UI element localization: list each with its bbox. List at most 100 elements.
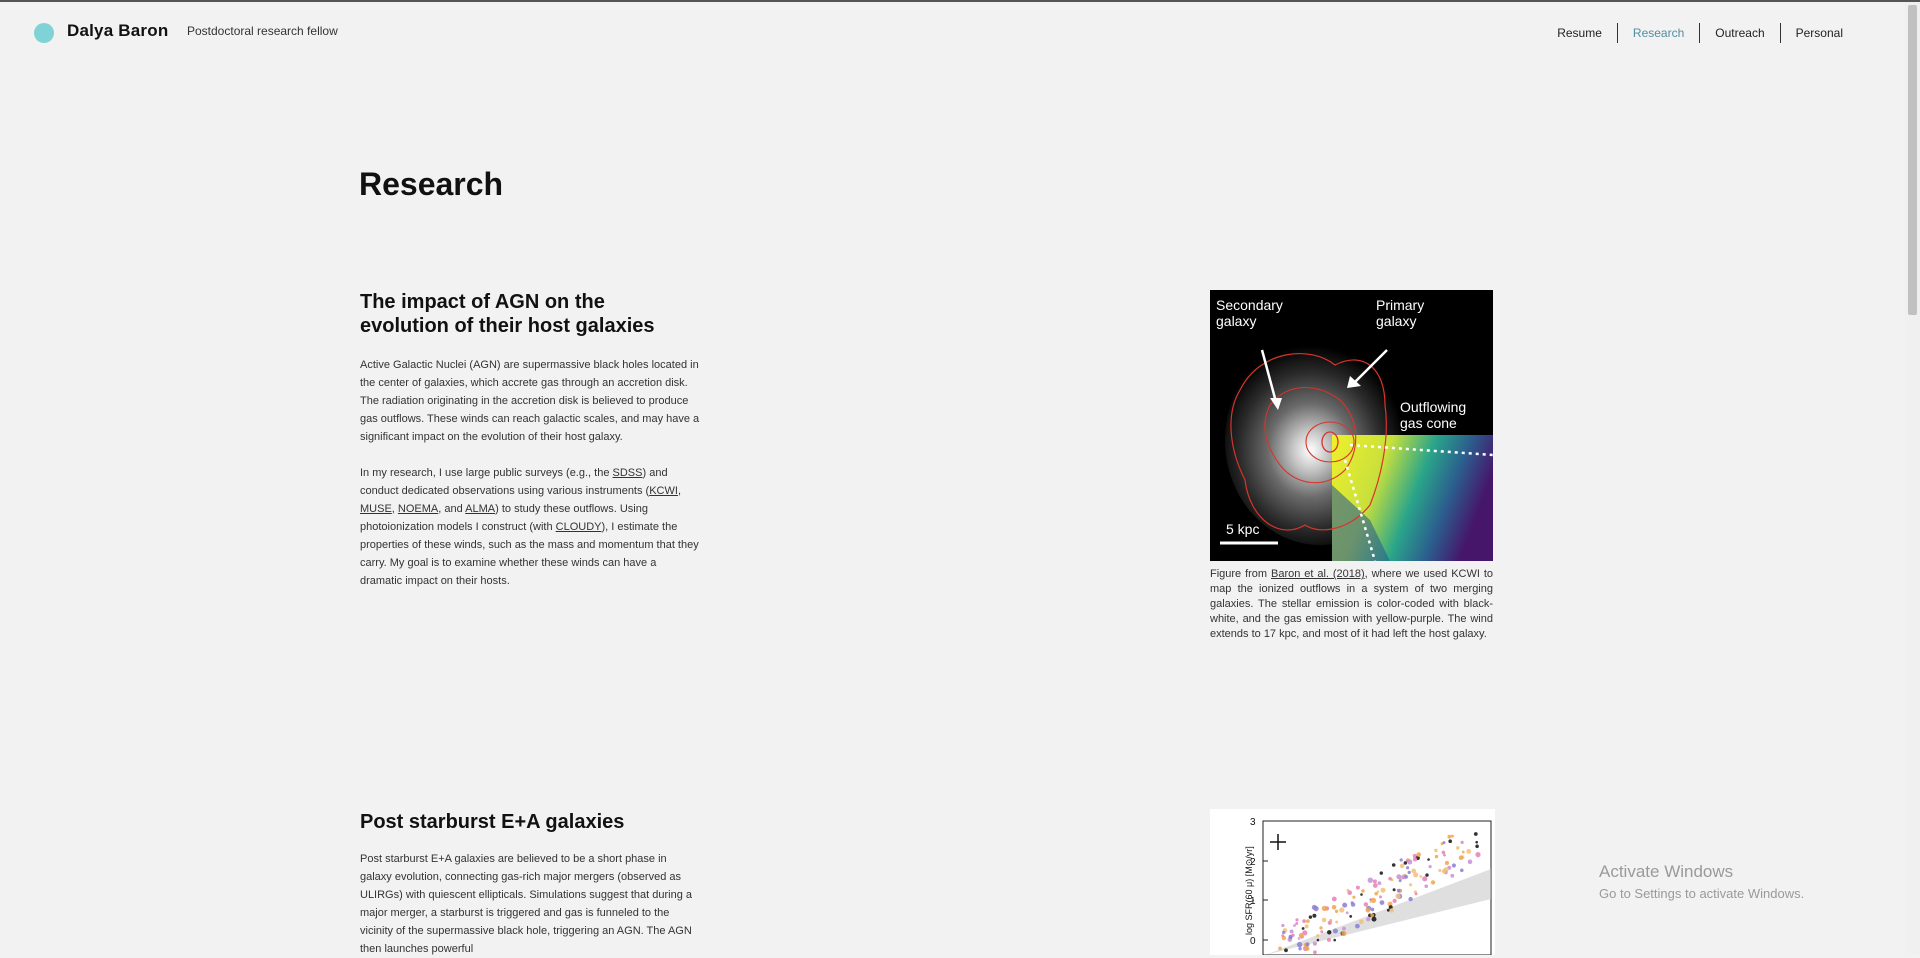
scatter-point bbox=[1334, 909, 1339, 913]
scatter-point bbox=[1374, 891, 1378, 896]
scatter-point bbox=[1298, 932, 1304, 938]
section-agn: The impact of AGN on the evolution of th… bbox=[360, 290, 700, 590]
scatter-point bbox=[1380, 887, 1386, 893]
link-alma[interactable]: ALMA bbox=[465, 503, 496, 515]
link-baron-2018[interactable]: Baron et al. (2018) bbox=[1271, 568, 1365, 580]
link-sdss[interactable]: SDSS bbox=[612, 467, 643, 479]
scatter-points bbox=[1278, 832, 1481, 955]
main-nav: Resume Research Outreach Personal bbox=[1542, 23, 1858, 43]
site-header: Dalya Baron Postdoctoral research fellow… bbox=[0, 2, 1905, 60]
nav-divider bbox=[1616, 23, 1618, 43]
scatter-point bbox=[1313, 950, 1317, 955]
scrollbar-thumb[interactable] bbox=[1908, 5, 1917, 315]
nav-research[interactable]: Research bbox=[1632, 26, 1685, 40]
paragraph-text: ) to study these outflows. Using photoio… bbox=[360, 503, 648, 533]
scatter-point bbox=[1363, 902, 1369, 907]
scatter-point bbox=[1281, 934, 1285, 938]
windows-activation-watermark: Activate Windows Go to Settings to activ… bbox=[1599, 862, 1804, 901]
scatter-point bbox=[1448, 839, 1452, 843]
scatter-point bbox=[1320, 930, 1324, 934]
scatter-point bbox=[1399, 863, 1405, 869]
scatter-point bbox=[1366, 917, 1371, 922]
scatter-point bbox=[1296, 941, 1303, 948]
section-agn-title: The impact of AGN on the evolution of th… bbox=[360, 290, 700, 338]
scatter-point bbox=[1475, 852, 1481, 858]
section-agn-paragraph-1: Active Galactic Nuclei (AGN) are superma… bbox=[360, 359, 700, 443]
scatter-point bbox=[1288, 934, 1293, 939]
figure-caption: Figure from Baron et al. (2018), where w… bbox=[1210, 567, 1493, 642]
link-muse[interactable]: MUSE bbox=[360, 503, 392, 515]
scatter-point bbox=[1327, 930, 1332, 935]
scatter-point bbox=[1312, 913, 1317, 918]
scatter-point bbox=[1361, 889, 1365, 893]
label-outflow-1: Outflowing bbox=[1400, 399, 1466, 415]
scatter-point bbox=[1305, 946, 1310, 951]
nav-personal[interactable]: Personal bbox=[1795, 26, 1843, 40]
scatter-point bbox=[1347, 890, 1352, 895]
scatter-point bbox=[1345, 911, 1349, 915]
scatter-point bbox=[1371, 916, 1377, 922]
scatter-point bbox=[1416, 852, 1421, 857]
scatter-point bbox=[1441, 868, 1447, 874]
page-scrollbar[interactable] bbox=[1905, 2, 1920, 955]
scatter-point bbox=[1360, 893, 1363, 896]
scatter-point bbox=[1441, 850, 1446, 855]
scatter-point bbox=[1458, 855, 1464, 860]
scatter-point bbox=[1473, 832, 1478, 836]
scatter-point bbox=[1321, 905, 1328, 912]
scatter-point bbox=[1450, 834, 1454, 838]
sfr-scatter-image: log SFR(60 μ) [M⊙/yr] 3 2 1 0 bbox=[1210, 809, 1495, 955]
scatter-point bbox=[1332, 928, 1338, 934]
scatter-point bbox=[1377, 881, 1382, 886]
scatter-point bbox=[1331, 905, 1337, 910]
scatter-point bbox=[1428, 865, 1432, 869]
scatter-point bbox=[1438, 868, 1442, 873]
scatter-point bbox=[1425, 873, 1429, 877]
scatter-point bbox=[1311, 904, 1317, 910]
section-agn-paragraph-2: In my research, I use large public surve… bbox=[360, 464, 700, 590]
scatter-point bbox=[1376, 890, 1380, 893]
scatter-point bbox=[1456, 846, 1460, 850]
scatter-point bbox=[1281, 923, 1285, 928]
nav-outreach[interactable]: Outreach bbox=[1715, 26, 1765, 40]
label-secondary-2: galaxy bbox=[1216, 313, 1256, 329]
scatter-point bbox=[1419, 875, 1423, 878]
scatter-point bbox=[1301, 927, 1305, 930]
scatter-point bbox=[1411, 868, 1417, 874]
scatter-point bbox=[1442, 841, 1446, 845]
page-title: Research bbox=[359, 166, 504, 202]
scatter-point bbox=[1321, 917, 1327, 923]
caption-text: , where we used KCWI to map the ionized … bbox=[1210, 568, 1493, 640]
link-kcwi[interactable]: KCWI bbox=[649, 485, 678, 497]
scatter-point bbox=[1399, 858, 1403, 862]
paragraph-text: ), I estimate the properties of these wi… bbox=[360, 521, 699, 587]
section-agn-title-line1: The impact of AGN on the bbox=[360, 291, 605, 313]
scatter-point bbox=[1355, 885, 1360, 890]
link-noema[interactable]: NOEMA bbox=[397, 503, 439, 515]
scatter-point bbox=[1304, 924, 1309, 929]
kcwi-outflow-image: Secondary galaxy Primary galaxy Outflowi… bbox=[1210, 290, 1493, 561]
y-tick-label: 1 bbox=[1250, 896, 1256, 907]
scatter-point bbox=[1350, 902, 1356, 907]
watermark-subtitle: Go to Settings to activate Windows. bbox=[1599, 886, 1805, 901]
paragraph-text: ) and conduct dedicated observations usi… bbox=[360, 467, 668, 497]
scatter-point bbox=[1379, 895, 1382, 899]
scatter-point bbox=[1295, 918, 1299, 922]
link-cloudy[interactable]: CLOUDY bbox=[555, 521, 602, 533]
relation-band bbox=[1265, 869, 1491, 955]
section-post-starburst-title: Post starburst E+A galaxies bbox=[360, 811, 625, 833]
nav-resume[interactable]: Resume bbox=[1557, 26, 1602, 40]
scatter-point bbox=[1413, 872, 1419, 878]
separator-text: , bbox=[391, 503, 398, 515]
site-name[interactable]: Dalya Baron bbox=[67, 21, 169, 40]
scatter-point bbox=[1369, 900, 1373, 903]
scatter-point bbox=[1396, 888, 1401, 893]
scatter-point bbox=[1302, 919, 1306, 923]
scatter-point bbox=[1434, 854, 1439, 859]
scatter-point bbox=[1355, 923, 1360, 929]
label-secondary-1: Secondary bbox=[1216, 297, 1283, 313]
scatter-point bbox=[1414, 892, 1418, 896]
logo-dot[interactable] bbox=[34, 23, 54, 43]
y-tick-label: 0 bbox=[1250, 936, 1256, 947]
scatter-point bbox=[1475, 844, 1479, 849]
